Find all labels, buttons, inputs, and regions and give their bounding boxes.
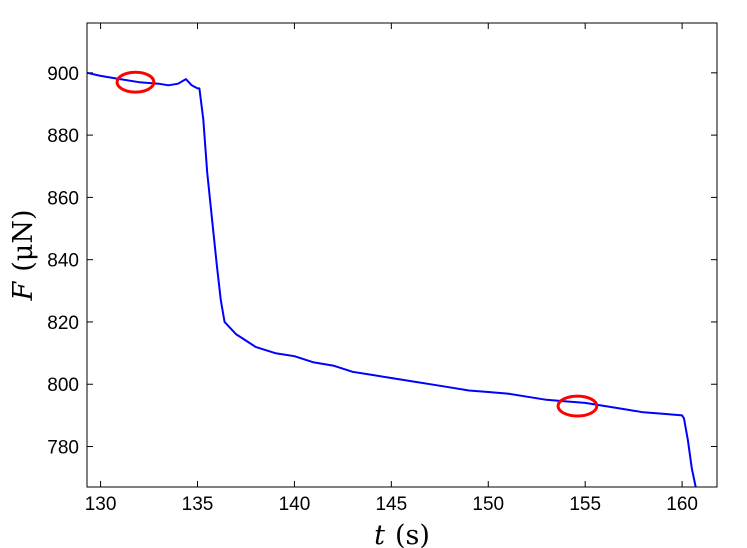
y-axis-unit: (μN) (8, 210, 39, 272)
y-tick-label: 880 (47, 126, 79, 147)
y-tick-label: 780 (47, 438, 79, 459)
x-tick-label: 145 (375, 494, 407, 515)
y-tick-label: 900 (47, 64, 79, 85)
marker-group (115, 70, 599, 418)
x-tick-label: 150 (472, 494, 504, 515)
x-tick-label: 140 (279, 494, 311, 515)
y-axis-label: F (μN) (8, 210, 39, 302)
y-tick-label: 840 (47, 251, 79, 272)
highlight-ellipse (115, 70, 156, 94)
x-axis-ticks: 130 135 140 145 150 155 160 (85, 23, 698, 515)
x-tick-label: 135 (182, 494, 214, 515)
x-axis-variable: t (374, 520, 385, 548)
y-tick-label: 820 (47, 313, 79, 334)
y-tick-label: 800 (47, 375, 79, 396)
series-group (86, 71, 697, 488)
x-tick-label: 155 (569, 494, 601, 515)
x-tick-label: 160 (666, 494, 698, 515)
highlight-ellipse (556, 394, 599, 418)
x-tick-label: 130 (85, 494, 117, 515)
y-tick-label: 860 (47, 188, 79, 209)
plot-frame (86, 22, 718, 488)
x-axis-unit: (s) (395, 520, 430, 548)
series-line (86, 71, 697, 488)
y-axis-variable: F (8, 280, 39, 301)
y-axis-ticks: 780 800 820 840 860 880 900 (47, 64, 717, 459)
x-axis-label: t (s) (374, 520, 430, 548)
